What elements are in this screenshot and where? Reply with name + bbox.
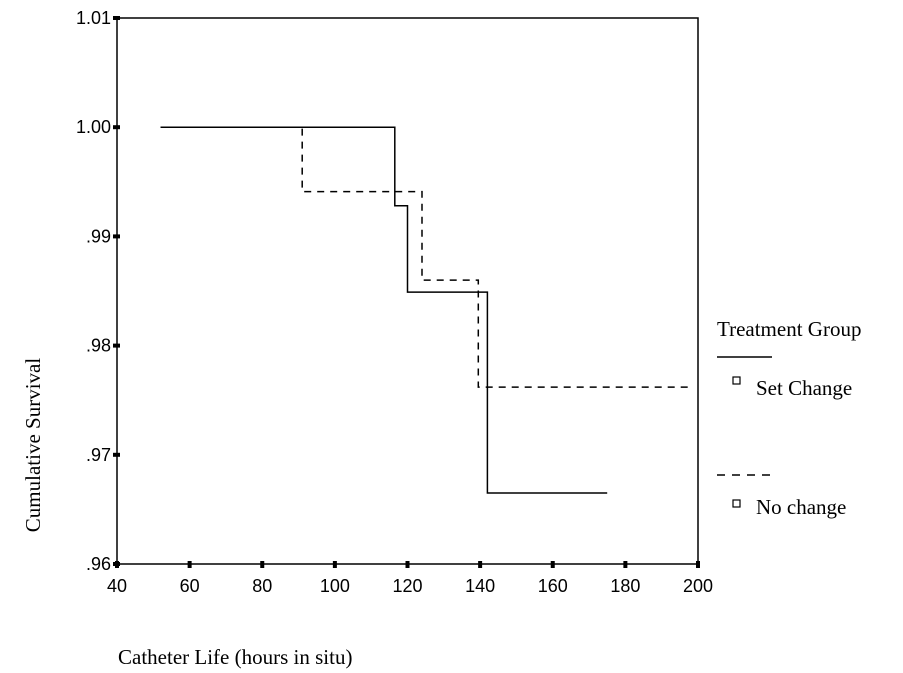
x-tick-mark [550, 561, 555, 568]
x-tick-label: 60 [180, 576, 200, 596]
y-tick-mark [113, 125, 120, 130]
series-line-set-change [160, 126, 608, 494]
y-tick-label: .99 [86, 226, 111, 246]
x-tick-mark [696, 561, 700, 568]
legend-label-set-change: Set Change [756, 376, 852, 400]
x-tick-mark [478, 561, 483, 568]
x-tick-label: 120 [392, 576, 422, 596]
legend-marker-no-change [732, 499, 741, 508]
x-axis-title: Catheter Life (hours in situ) [118, 645, 352, 669]
y-tick-label: 1.00 [76, 117, 111, 137]
y-tick-label: .98 [86, 336, 111, 356]
x-axis: 40 60 80 100 120 140 160 180 200 [107, 561, 713, 596]
x-tick-label: 80 [252, 576, 272, 596]
x-tick-label: 200 [683, 576, 713, 596]
x-tick-mark [332, 561, 337, 568]
x-tick-mark [115, 561, 119, 568]
x-tick-mark [623, 561, 628, 568]
x-tick-label: 140 [465, 576, 495, 596]
y-axis-title: Cumulative Survival [21, 358, 45, 533]
y-axis: .96 .97 .98 .99 1.00 1.01 [76, 8, 120, 574]
x-tick-label: 40 [107, 576, 127, 596]
series-line-no-change [160, 126, 691, 388]
y-tick-label: .97 [86, 445, 111, 465]
y-tick-mark [113, 343, 120, 348]
y-tick-mark [113, 452, 120, 457]
x-tick-mark [260, 561, 265, 568]
x-tick-label: 160 [538, 576, 568, 596]
y-tick-mark [113, 16, 120, 20]
x-tick-mark [187, 561, 192, 568]
series-lines [160, 126, 691, 494]
legend-marker-set-change [732, 376, 741, 385]
legend-title: Treatment Group [717, 317, 861, 341]
x-tick-mark [405, 561, 410, 568]
legend-label-no-change: No change [756, 495, 846, 519]
y-tick-mark [113, 234, 120, 239]
x-tick-label: 180 [610, 576, 640, 596]
y-tick-label: 1.01 [76, 8, 111, 28]
legend: Treatment Group Set Change No change [717, 317, 861, 519]
x-tick-label: 100 [320, 576, 350, 596]
y-tick-label: .96 [86, 554, 111, 574]
